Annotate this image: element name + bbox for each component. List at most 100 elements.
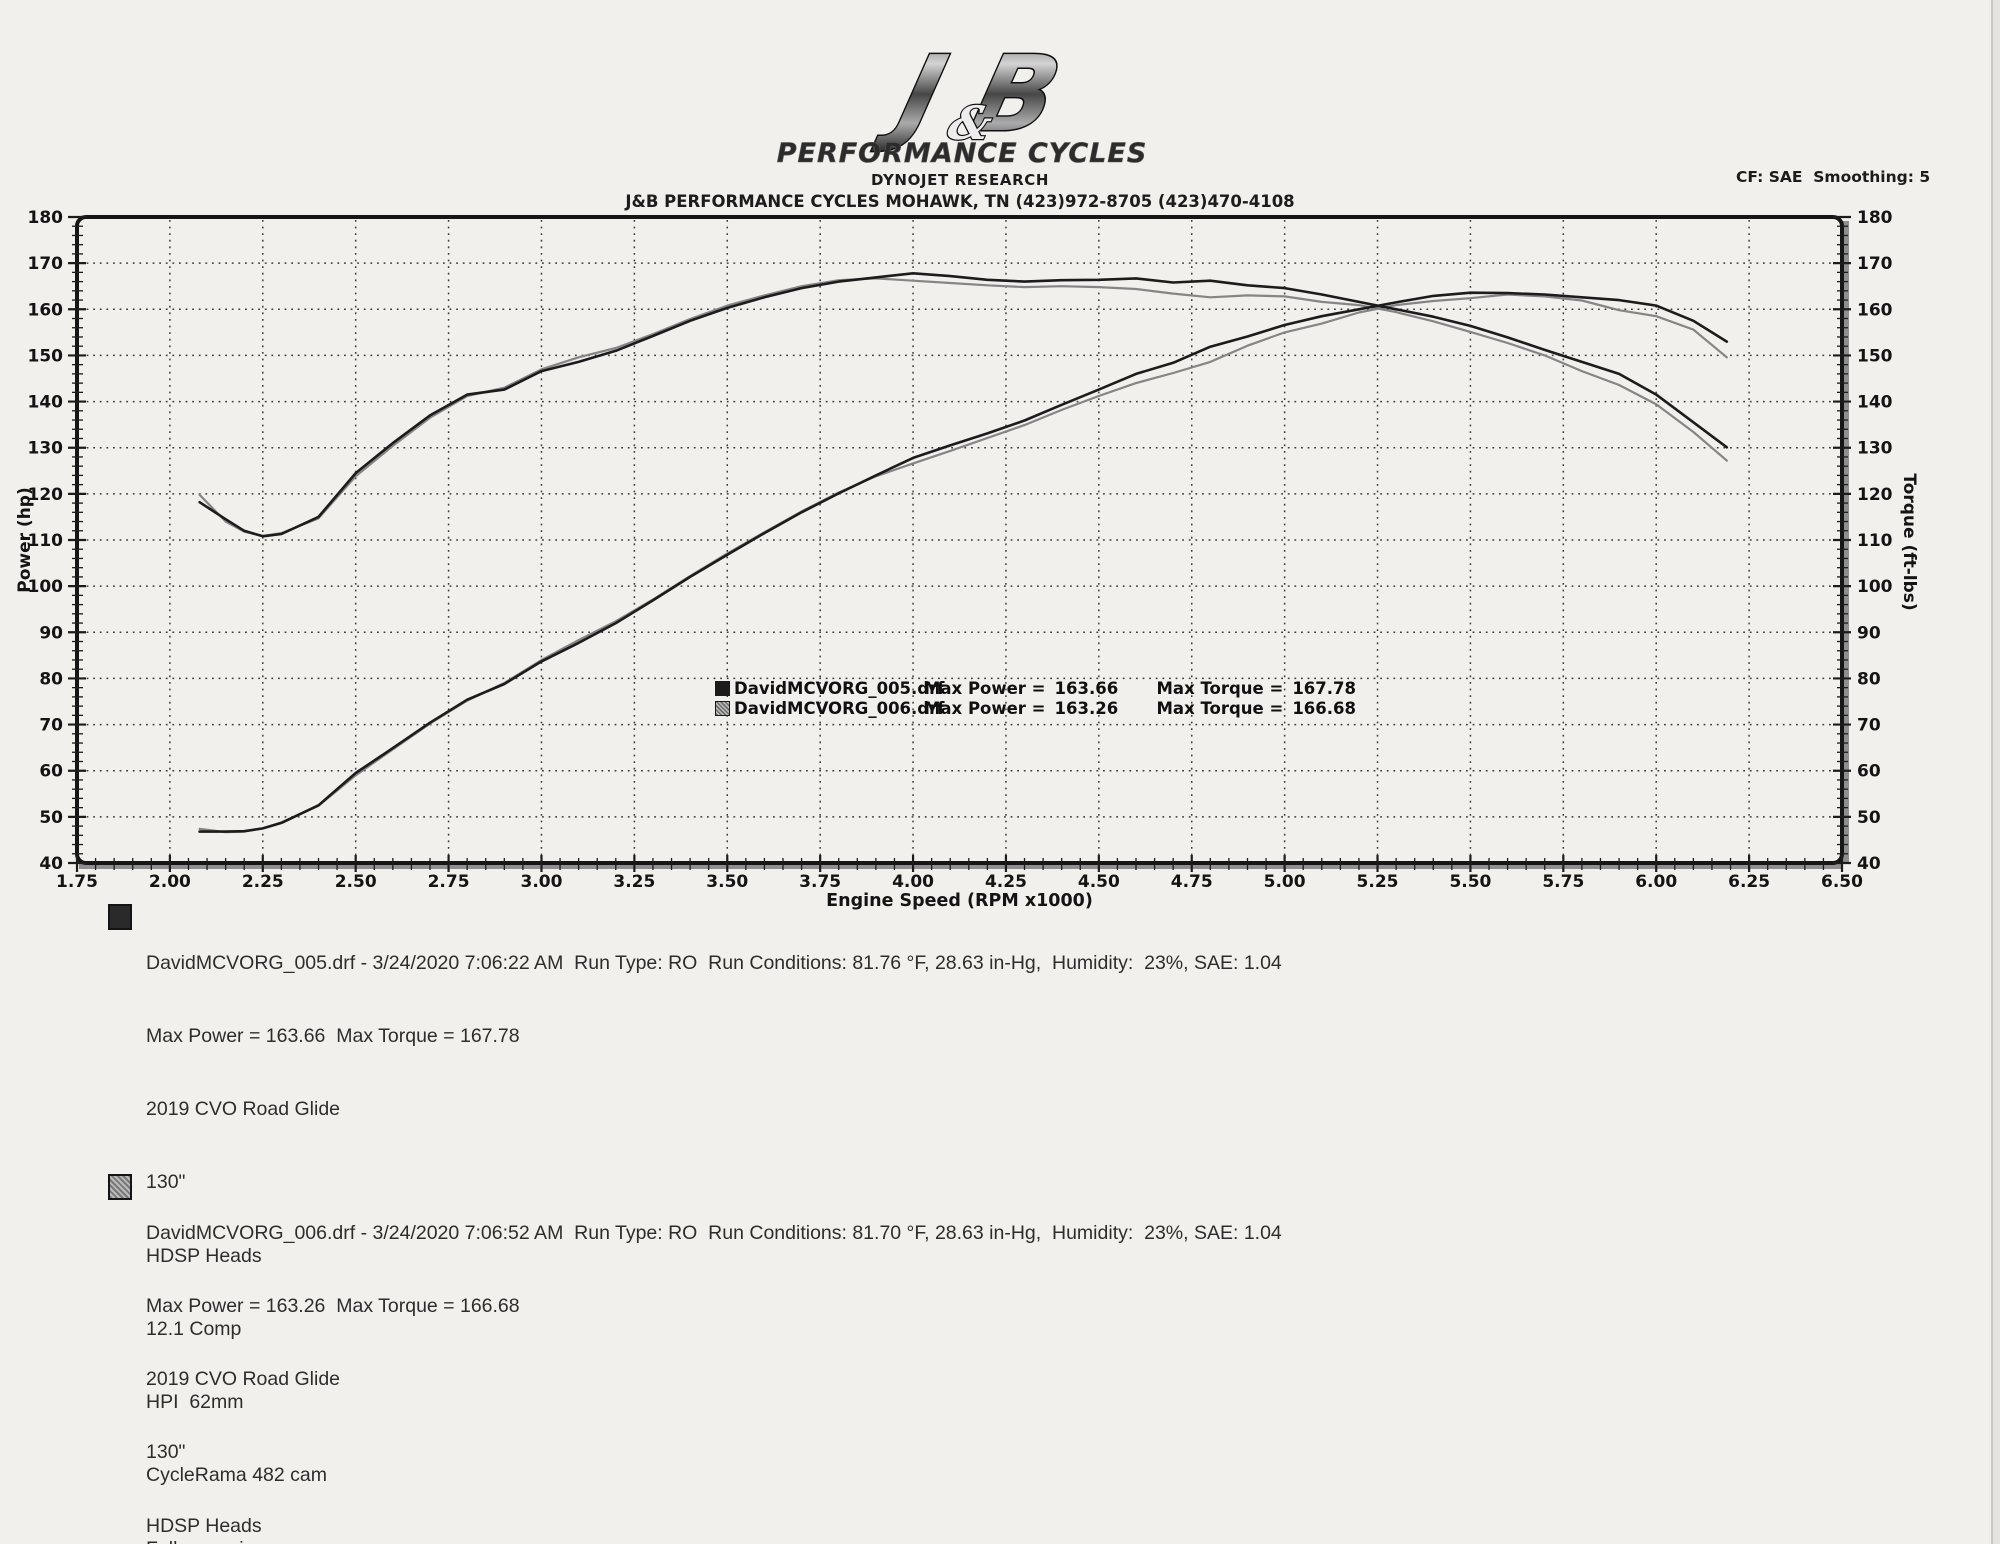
logo-subtitle: PERFORMANCE CYCLES xyxy=(777,138,1148,169)
y-tick-label-right: 180 xyxy=(1857,208,1893,228)
y-tick-label-left: 180 xyxy=(28,208,64,228)
legend-swatch-006 xyxy=(715,700,730,716)
y-tick-label-right: 130 xyxy=(1857,439,1893,459)
y-tick-label-left: 100 xyxy=(28,577,64,597)
x-tick-label: 2.75 xyxy=(428,872,470,892)
y-tick-label-right: 140 xyxy=(1857,393,1893,413)
x-tick-label: 2.25 xyxy=(242,872,284,892)
run-details-006: DavidMCVORG_006.drf - 3/24/2020 7:06:52 … xyxy=(146,1172,1282,1544)
y-tick-label-right: 70 xyxy=(1857,716,1881,736)
dynojet-research-line: DYNOJET RESEARCH xyxy=(871,171,1049,189)
x-tick-label: 5.50 xyxy=(1449,872,1491,892)
run-mod-line: 130" xyxy=(146,1171,186,1194)
y-tick-label-right: 60 xyxy=(1857,762,1881,782)
x-tick-label: 2.50 xyxy=(335,872,377,892)
y-tick-label-right: 120 xyxy=(1857,485,1893,505)
y-axis-title-left: Power (hp) xyxy=(15,487,35,593)
x-tick-label: 5.00 xyxy=(1264,872,1306,892)
tick-labels: 180 180 170 170 160 160 150 150 140 140 130 130 120 1… xyxy=(28,208,1893,892)
run-mod-line: HDSP Heads xyxy=(146,1244,262,1267)
torque-006-curve xyxy=(198,277,1728,537)
scan-edge-line xyxy=(1991,0,1993,1544)
x-axis-title: Engine Speed (RPM x1000) xyxy=(826,891,1093,911)
y-tick-label-right: 150 xyxy=(1857,346,1893,366)
legend-power-label: Max Power = xyxy=(924,678,1046,698)
run-title-line: DavidMCVORG_005.drf - 3/24/2020 7:06:22 … xyxy=(146,951,1282,974)
legend-row-005: DavidMCVORG_005.drf Max Power = 163.66 M… xyxy=(715,678,1356,698)
y-tick-label-right: 100 xyxy=(1857,577,1893,597)
right-axis-band xyxy=(1841,221,1849,863)
power-006-curve xyxy=(198,293,1728,834)
header: J B & PERFORMANCE CYCLES DYNOJET RESEARC… xyxy=(520,34,1400,211)
y-tick-label-left: 110 xyxy=(28,531,64,551)
run-details-005: DavidMCVORG_005.drf - 3/24/2020 7:06:22 … xyxy=(146,902,1282,1544)
jb-logo: J B & PERFORMANCE CYCLES xyxy=(776,34,1148,169)
run-title-line: DavidMCVORG_006.drf - 3/24/2020 7:06:52 … xyxy=(146,1221,1282,1244)
gridlines xyxy=(80,220,1839,860)
x-tick-label: 6.25 xyxy=(1728,872,1770,892)
y-tick-label-left: 50 xyxy=(39,808,63,828)
run-mod-line: HDSP Heads xyxy=(146,1514,262,1537)
run-mod-line: 12.1 Comp xyxy=(146,1317,242,1340)
run-mod-line: CycleRama 482 cam xyxy=(146,1464,327,1487)
correction-factor-note: CF: SAE Smoothing: 5 xyxy=(1736,168,1931,186)
x-tick-label: 6.00 xyxy=(1635,872,1677,892)
run-mod-line: 2019 CVO Road Glide xyxy=(146,1368,341,1391)
dyno-curves xyxy=(198,272,1729,834)
shop-address-line: J&B PERFORMANCE CYCLES MOHAWK, TN (423)9… xyxy=(625,192,1295,211)
y-tick-label-left: 130 xyxy=(28,439,64,459)
legend-file-006: DavidMCVORG_006.drf xyxy=(734,698,945,718)
run-max-line: Max Power = 163.66 Max Torque = 167.78 xyxy=(146,1025,520,1048)
x-tick-label: 3.25 xyxy=(613,872,655,892)
x-tick-label: 3.00 xyxy=(520,872,562,892)
y-tick-label-left: 160 xyxy=(28,300,64,320)
y-tick-label-left: 120 xyxy=(28,485,64,505)
legend-torque-label: Max Torque = xyxy=(1156,698,1284,718)
y-tick-label-left: 170 xyxy=(28,254,64,274)
y-tick-label-left: 140 xyxy=(28,393,64,413)
run-block-006: DavidMCVORG_006.drf - 3/24/2020 7:06:52 … xyxy=(108,1172,1282,1544)
y-tick-label-left: 70 xyxy=(39,716,63,736)
legend-torque-value-005: 167.78 xyxy=(1292,678,1356,698)
legend-row-006: DavidMCVORG_006.drf Max Power = 163.26 M… xyxy=(715,698,1356,718)
y-tick-label-left: 80 xyxy=(39,669,63,689)
legend-power-value-006: 163.26 xyxy=(1054,698,1119,718)
run-swatch-006 xyxy=(108,1174,132,1200)
power-005-curve xyxy=(198,291,1729,833)
x-tick-label: 6.50 xyxy=(1821,872,1863,892)
run-mod-line: Fullsac x pipe xyxy=(146,1537,1282,1544)
y-tick-label-left: 40 xyxy=(39,854,63,874)
run-max-line: Max Power = 163.26 Max Torque = 166.68 xyxy=(146,1295,520,1318)
y-tick-label-right: 160 xyxy=(1857,300,1893,320)
x-tick-label: 3.75 xyxy=(799,872,841,892)
y-axis-title-right: Torque (ft-lbs) xyxy=(1899,473,1919,610)
legend-torque-label: Max Torque = xyxy=(1156,678,1284,698)
legend-torque-value-006: 166.68 xyxy=(1292,698,1356,718)
run-swatch-005 xyxy=(108,904,132,930)
run-mod-line: 130" xyxy=(146,1441,186,1464)
x-tick-label: 4.75 xyxy=(1171,872,1213,892)
y-tick-label-right: 110 xyxy=(1857,531,1893,551)
x-tick-label: 3.50 xyxy=(706,872,748,892)
y-tick-label-left: 150 xyxy=(28,346,64,366)
axis-ticks xyxy=(68,215,1851,872)
x-tick-label: 5.25 xyxy=(1357,872,1399,892)
scan-edge-shade xyxy=(1993,0,2000,1544)
legend-swatch-005 xyxy=(715,680,730,696)
x-tick-label: 2.00 xyxy=(149,872,191,892)
y-tick-label-left: 90 xyxy=(39,623,63,643)
legend-power-value-005: 163.66 xyxy=(1054,678,1119,698)
y-tick-label-right: 90 xyxy=(1857,623,1881,643)
x-tick-label: 1.75 xyxy=(56,872,98,892)
y-tick-label-right: 80 xyxy=(1857,669,1881,689)
legend-power-label: Max Power = xyxy=(924,698,1046,718)
run-mod-line: 2019 CVO Road Glide xyxy=(146,1098,341,1121)
legend-file-005: DavidMCVORG_005.drf xyxy=(734,678,945,698)
chart-legend: DavidMCVORG_005.drf Max Power = 163.66 M… xyxy=(715,678,1356,718)
y-tick-label-right: 40 xyxy=(1857,854,1881,874)
x-tick-label: 4.00 xyxy=(892,872,934,892)
y-tick-label-left: 60 xyxy=(39,762,63,782)
run-mod-line: HPI 62mm xyxy=(146,1391,244,1414)
